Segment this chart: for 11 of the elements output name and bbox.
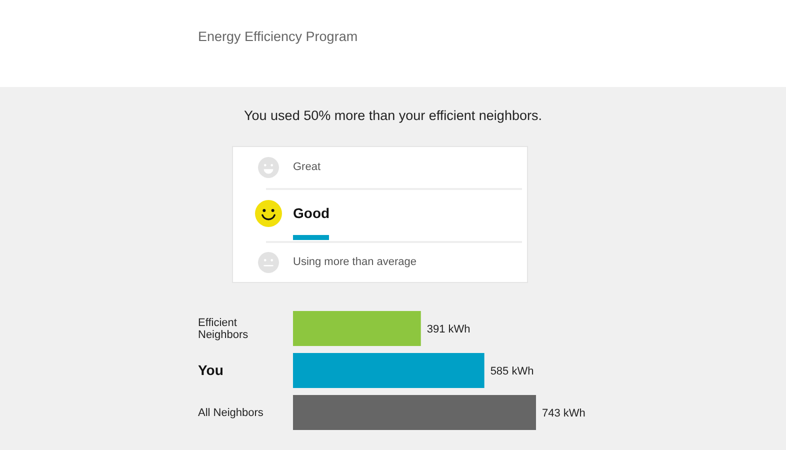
category-label: Using more than average bbox=[293, 255, 417, 269]
data-label: 585 kWh bbox=[490, 365, 534, 378]
data-label: 391 kWh bbox=[426, 323, 470, 336]
category-label: Good bbox=[293, 204, 330, 222]
text: You used 50% more than your efficient neighbors. bbox=[244, 108, 542, 123]
category-label: Great bbox=[293, 160, 321, 174]
y-tick-label: Efficient Neighbors bbox=[198, 316, 249, 341]
y-tick-label: All Neighbors bbox=[198, 406, 264, 419]
y-tick-label: You bbox=[198, 362, 224, 378]
data-label: 743 kWh bbox=[542, 407, 586, 420]
text: Energy Efficiency Program bbox=[198, 28, 358, 46]
